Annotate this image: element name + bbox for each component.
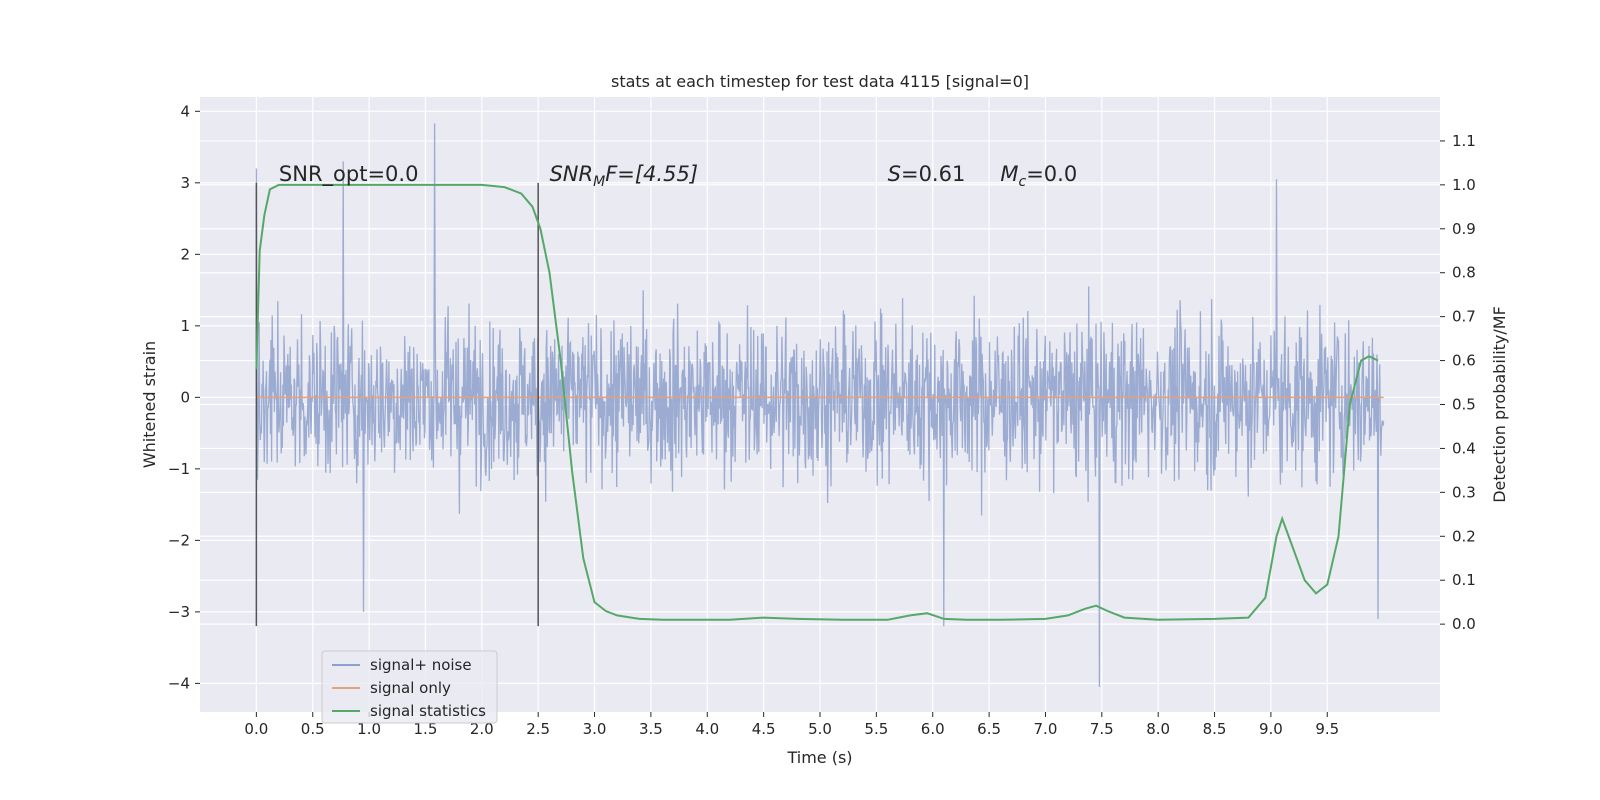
annotation-snr-mf-sub: M xyxy=(593,174,605,190)
legend: signal+ noise signal only signal statist… xyxy=(321,650,498,724)
x-tick-label: 3.0 xyxy=(583,720,607,738)
y2-tick-label: 0.0 xyxy=(1452,615,1476,633)
data-layer xyxy=(255,123,1385,688)
annotation-snr-mf: SNRMF=[4.55] xyxy=(549,162,698,190)
legend-item-signal-only: signal only xyxy=(332,679,451,697)
y2-tick-label: 0.9 xyxy=(1452,220,1476,238)
y-tick-label: 0 xyxy=(180,388,190,406)
y2-tick-label: 0.7 xyxy=(1452,308,1476,326)
x-tick-label: 0.5 xyxy=(301,720,325,738)
y-tick-label: 2 xyxy=(180,245,190,263)
x-tick-label: 8.0 xyxy=(1146,720,1170,738)
annotation-mc-main: M xyxy=(1000,162,1018,186)
legend-box xyxy=(321,650,498,724)
y2-tick-label: 0.8 xyxy=(1452,264,1476,282)
y2-tick-label: 0.1 xyxy=(1452,571,1476,589)
y-axis-label: Whitened strain xyxy=(140,341,159,468)
x-tick-label: 7.5 xyxy=(1090,720,1114,738)
annotations: SNR_opt=0.0 SNRMF=[4.55] S=0.61 Mc=0.0 xyxy=(279,162,1077,190)
x-tick-label: 4.5 xyxy=(752,720,776,738)
annotation-snr-opt: SNR_opt=0.0 xyxy=(279,162,419,187)
annotation-snr-mf-main: SNR xyxy=(549,162,593,186)
x-tick-label: 3.5 xyxy=(639,720,663,738)
y2-tick-label: 0.3 xyxy=(1452,483,1476,501)
y2-tick-label: 0.6 xyxy=(1452,352,1476,370)
annotation-mc-tail: =0.0 xyxy=(1026,162,1077,186)
annotation-s-main: S xyxy=(888,162,901,186)
legend-label-signal-statistics: signal statistics xyxy=(370,702,486,720)
series-signal-statistics xyxy=(255,183,1379,621)
annotation-mc: Mc=0.0 xyxy=(1000,162,1077,190)
x-tick-label: 1.0 xyxy=(357,720,381,738)
y2-tick-label: 0.5 xyxy=(1452,396,1476,414)
x-tick-label: 5.5 xyxy=(864,720,888,738)
annotation-s-tail: =0.61 xyxy=(901,162,965,186)
x-tick-label: 2.5 xyxy=(526,720,550,738)
y2-tick-label: 0.4 xyxy=(1452,439,1476,457)
legend-item-signal-noise: signal+ noise xyxy=(332,656,472,674)
y-tick-label: −1 xyxy=(168,460,190,478)
x-tick-label: 5.0 xyxy=(808,720,832,738)
axes-layer: 0.0 0.5 1.0 1.5 2.0 2.5 3.0 3.5 4.0 4.5 5.0 5.5 6.0 6… xyxy=(168,102,1476,738)
y-tick-label: 3 xyxy=(180,174,190,192)
x-tick-label: 1.5 xyxy=(414,720,438,738)
y2-axis-label: Detection probability/MF xyxy=(1490,306,1509,503)
annotation-snr-mf-tail: F=[4.55] xyxy=(605,162,698,186)
x-tick-label: 9.0 xyxy=(1259,720,1283,738)
annotation-mc-sub: c xyxy=(1018,174,1026,190)
x-tick-label: 8.5 xyxy=(1203,720,1227,738)
x-tick-label: 2.0 xyxy=(470,720,494,738)
y2-tick-label: 0.2 xyxy=(1452,527,1476,545)
x-tick-label: 7.0 xyxy=(1034,720,1058,738)
chart-title: stats at each timestep for test data 411… xyxy=(611,72,1029,91)
x-tick-label: 6.0 xyxy=(921,720,945,738)
series-signal-noise xyxy=(255,123,1385,688)
y-tick-label: −2 xyxy=(168,531,190,549)
y-tick-label: 4 xyxy=(180,102,190,120)
y2-tick-label: 1.0 xyxy=(1452,176,1476,194)
annotation-s: S=0.61 xyxy=(888,162,966,186)
y2-tick-label: 1.1 xyxy=(1452,132,1476,150)
x-axis-label: Time (s) xyxy=(786,748,852,767)
y-tick-label: 1 xyxy=(180,317,190,335)
y-tick-label: −3 xyxy=(168,603,190,621)
legend-label-signal-noise: signal+ noise xyxy=(370,656,472,674)
legend-item-signal-statistics: signal statistics xyxy=(332,702,486,720)
x-tick-label: 6.5 xyxy=(977,720,1001,738)
x-tick-label: 4.0 xyxy=(695,720,719,738)
legend-label-signal-only: signal only xyxy=(370,679,451,697)
x-tick-label: 9.5 xyxy=(1315,720,1339,738)
y-tick-label: −4 xyxy=(168,674,190,692)
x-tick-label: 0.0 xyxy=(244,720,268,738)
